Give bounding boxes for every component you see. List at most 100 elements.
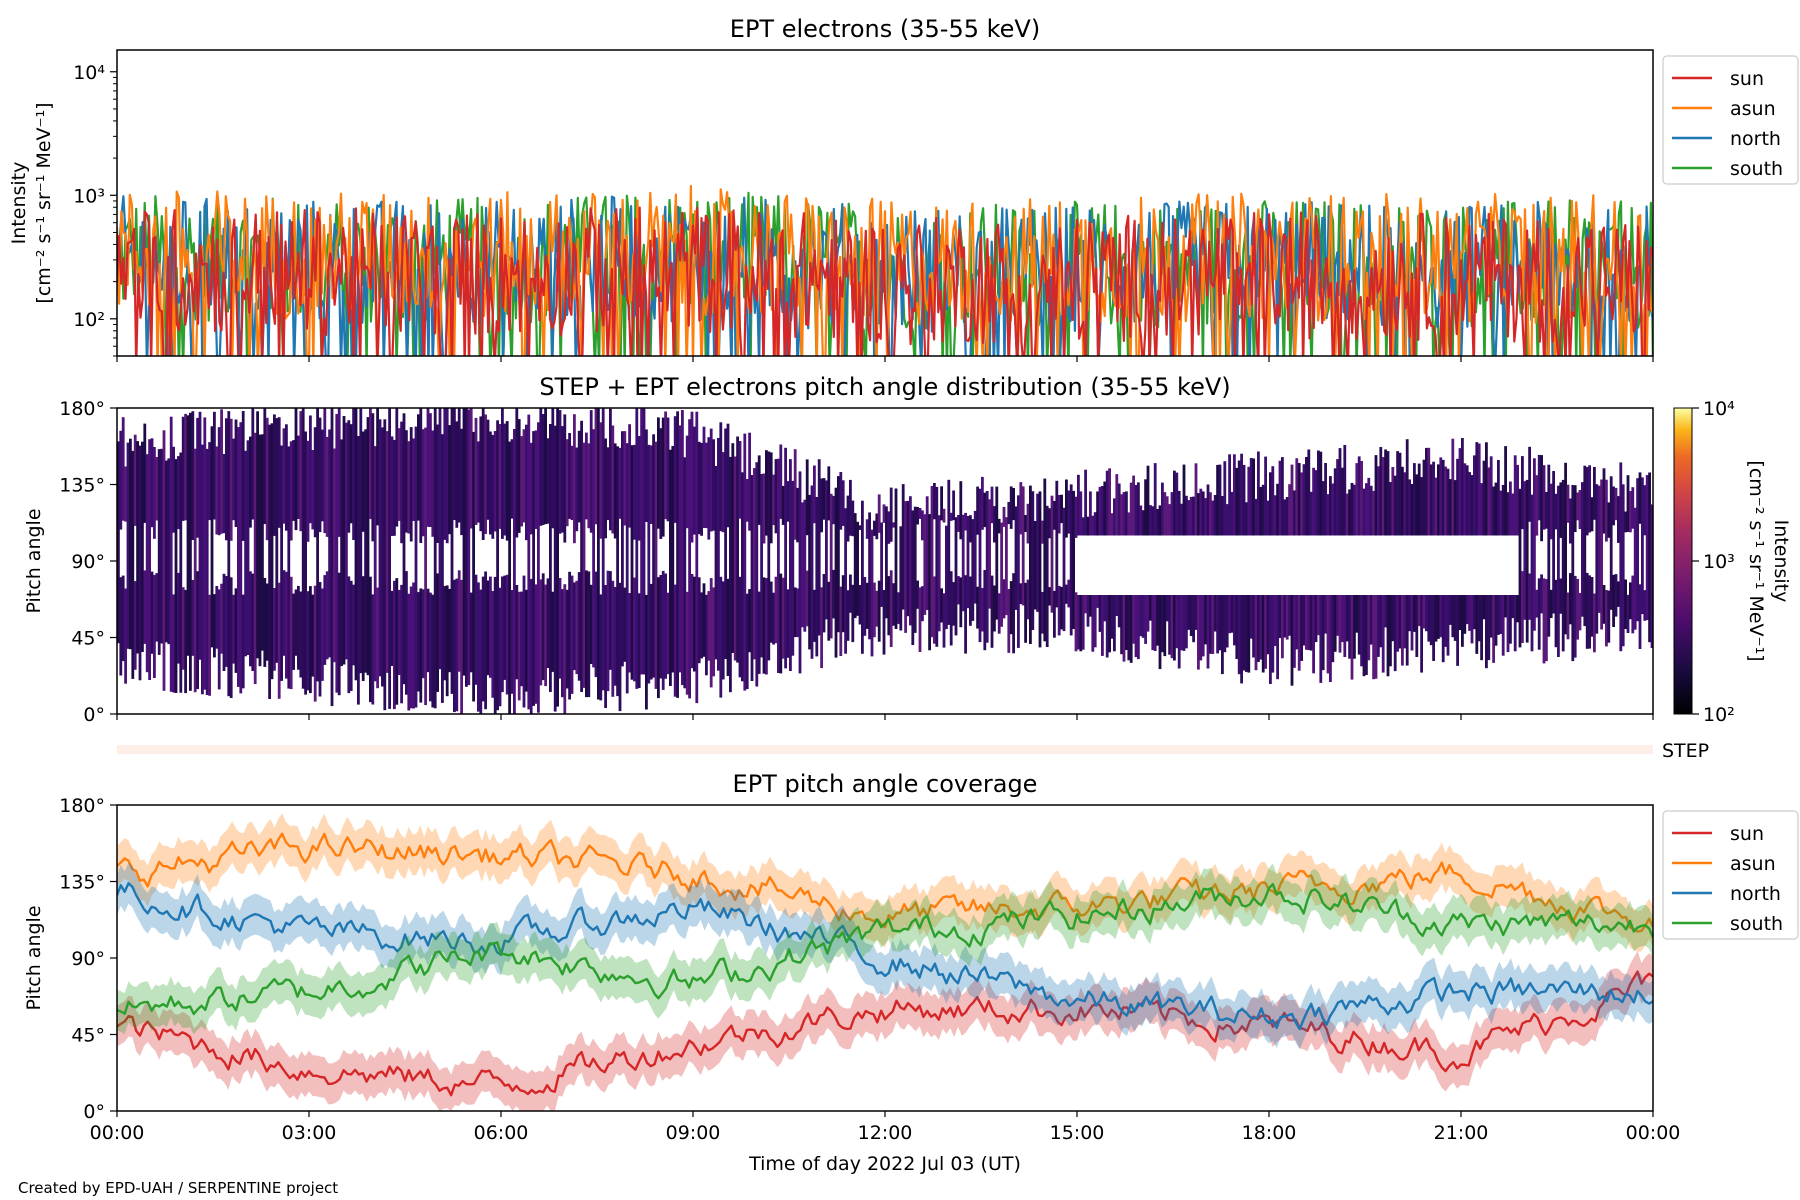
y-tick-label: 0° bbox=[83, 704, 105, 726]
heatmap-cell bbox=[210, 426, 214, 648]
heatmap-cell bbox=[664, 573, 667, 679]
heatmap-cell bbox=[1501, 595, 1505, 656]
heatmap-cell bbox=[1511, 493, 1515, 536]
heatmap-cell bbox=[1091, 515, 1095, 536]
heatmap-cell bbox=[976, 586, 979, 629]
heatmap-cell bbox=[426, 408, 430, 527]
heatmap-cell bbox=[515, 585, 519, 680]
heatmap-cell bbox=[277, 582, 281, 699]
heatmap-cell bbox=[1257, 595, 1260, 662]
heatmap-cell bbox=[988, 499, 991, 609]
heatmap-cell bbox=[1413, 463, 1416, 536]
heatmap-cell bbox=[1559, 482, 1563, 538]
heatmap-cell bbox=[839, 586, 843, 656]
heatmap-cell bbox=[1072, 490, 1075, 629]
heatmap-cell bbox=[496, 420, 499, 711]
heatmap-cell bbox=[856, 521, 859, 616]
heatmap-cell bbox=[505, 421, 509, 541]
heatmap-cell bbox=[1326, 494, 1330, 536]
heatmap-cell bbox=[1561, 479, 1565, 652]
heatmap-cell bbox=[1283, 499, 1287, 536]
heatmap-cell bbox=[875, 590, 879, 627]
heatmap-cell bbox=[1026, 503, 1030, 544]
heatmap-cell bbox=[1000, 522, 1003, 627]
heatmap-cell bbox=[282, 570, 286, 656]
heatmap-cell bbox=[949, 512, 953, 521]
heatmap-cell bbox=[287, 446, 291, 689]
heatmap-cell bbox=[407, 593, 411, 711]
heatmap-cell bbox=[1321, 595, 1325, 671]
heatmap-cell bbox=[1516, 595, 1519, 623]
heatmap-cell bbox=[942, 508, 946, 523]
heatmap-cell bbox=[1619, 462, 1623, 652]
heatmap-cell bbox=[1513, 455, 1517, 536]
x-tick-label: 12:00 bbox=[858, 1122, 913, 1144]
heatmap-cell bbox=[479, 416, 483, 532]
panel1-x-ticks bbox=[116, 356, 1654, 362]
heatmap-cell bbox=[556, 408, 559, 707]
heatmap-cell bbox=[1391, 595, 1395, 642]
heatmap-cell bbox=[1041, 520, 1044, 544]
heatmap-cell bbox=[419, 588, 423, 703]
heatmap-cell bbox=[481, 576, 485, 702]
heatmap-cell bbox=[1350, 482, 1354, 536]
heatmap-cell bbox=[417, 592, 420, 692]
heatmap-cell bbox=[1307, 449, 1311, 536]
heatmap-cell bbox=[1326, 595, 1330, 674]
heatmap-cell bbox=[1168, 504, 1171, 536]
heatmap-cell bbox=[573, 414, 576, 544]
colorbar-ticks: 10² 10³ 10⁴ bbox=[1692, 398, 1735, 726]
heatmap-cell bbox=[657, 417, 660, 529]
heatmap-cell bbox=[1235, 595, 1239, 659]
heatmap-cell bbox=[246, 440, 250, 655]
heatmap-cell bbox=[1631, 575, 1635, 634]
heatmap-cell bbox=[889, 570, 893, 647]
heatmap-cell bbox=[237, 427, 240, 687]
heatmap-cell bbox=[1410, 484, 1414, 536]
heatmap-cell bbox=[489, 431, 492, 535]
heatmap-cell bbox=[1607, 590, 1611, 643]
heatmap-cell bbox=[817, 459, 821, 636]
heatmap-cell bbox=[1429, 464, 1433, 536]
heatmap-cell bbox=[1132, 595, 1135, 644]
heatmap-cell bbox=[1629, 491, 1632, 533]
heatmap-cell bbox=[1571, 485, 1575, 662]
heatmap-cell bbox=[493, 576, 497, 714]
heatmap-cell bbox=[745, 593, 749, 689]
heatmap-cell bbox=[1271, 595, 1275, 673]
heatmap-cell bbox=[853, 513, 857, 619]
heatmap-cell bbox=[1429, 595, 1433, 646]
heatmap-cell bbox=[431, 594, 435, 708]
heatmap-cell bbox=[563, 584, 567, 714]
heatmap-cell bbox=[1278, 460, 1282, 536]
heatmap-cell bbox=[1636, 478, 1639, 622]
heatmap-cell bbox=[1499, 595, 1503, 634]
heatmap-cell bbox=[628, 424, 631, 528]
heatmap-cell bbox=[292, 440, 295, 521]
heatmap-cell bbox=[1259, 487, 1263, 536]
heatmap-cell bbox=[868, 512, 871, 640]
heatmap-cell bbox=[1324, 595, 1327, 634]
heatmap-cell bbox=[849, 574, 852, 613]
heatmap-cell bbox=[405, 430, 408, 533]
heatmap-cell bbox=[1242, 464, 1246, 536]
heatmap-cell bbox=[1295, 595, 1299, 650]
heatmap-cell bbox=[837, 476, 840, 633]
heatmap-cell bbox=[1221, 496, 1224, 536]
heatmap-cell bbox=[1197, 595, 1200, 670]
heatmap-cell bbox=[167, 458, 171, 645]
heatmap-cell bbox=[707, 591, 711, 661]
heatmap-cell bbox=[174, 459, 178, 693]
heatmap-cell bbox=[820, 478, 823, 533]
heatmap-cell bbox=[957, 576, 960, 605]
heatmap-cell bbox=[781, 485, 785, 525]
heatmap-cell bbox=[606, 447, 610, 521]
heatmap-cell bbox=[981, 476, 984, 530]
heatmap-cell bbox=[633, 577, 636, 682]
heatmap-cell bbox=[1201, 595, 1205, 657]
heatmap-cell bbox=[585, 432, 588, 520]
heatmap-cell bbox=[1089, 491, 1092, 536]
heatmap-cell bbox=[945, 525, 948, 630]
heatmap-cell bbox=[1302, 464, 1306, 536]
heatmap-cell bbox=[371, 413, 375, 542]
